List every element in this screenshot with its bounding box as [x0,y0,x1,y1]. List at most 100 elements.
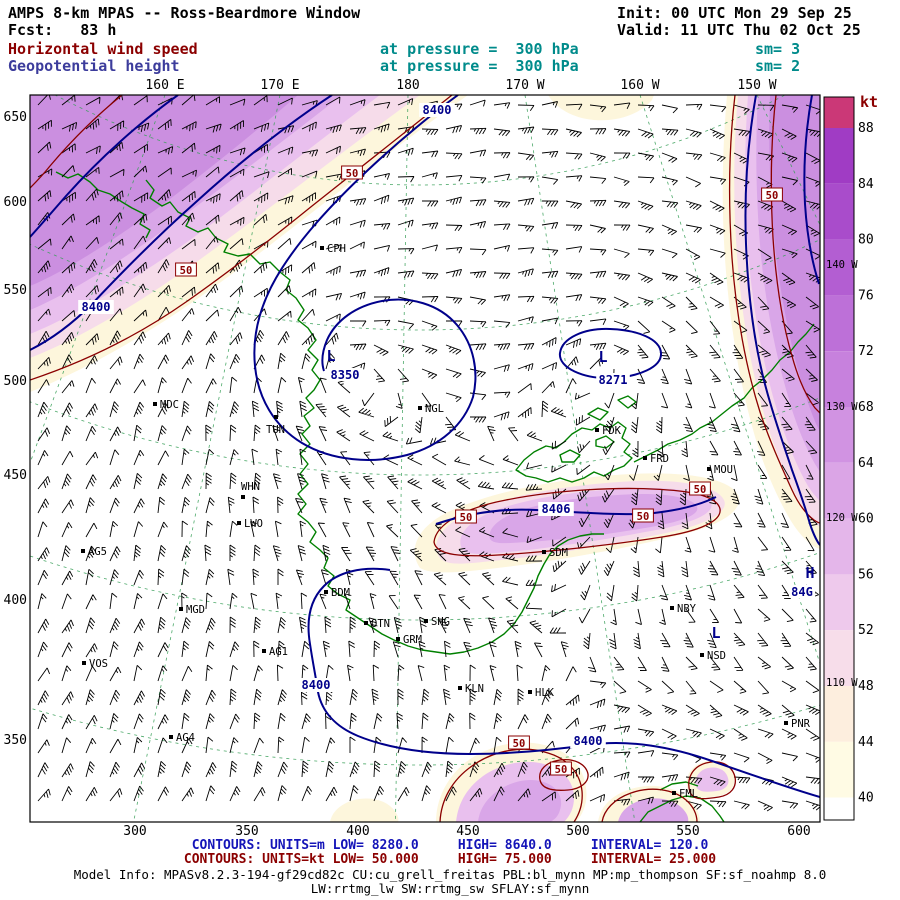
station-label: BDM [331,587,350,599]
colorbar-band [824,630,854,686]
axis-label-left: 400 [4,593,27,608]
station-marker [364,621,368,625]
station-marker [643,456,647,460]
station-marker [262,649,266,653]
height-contour [558,327,663,380]
field2-name: Geopotential height [8,57,180,75]
colorbar-tick-label: 44 [858,735,874,750]
coastline [55,171,151,239]
height-label-bg [298,678,334,692]
colorbar-tick-label: 52 [858,623,874,638]
field1-level: at pressure = 300 hPa [380,40,579,58]
station-marker [320,246,324,250]
height-contour [803,95,820,285]
station-marker [237,521,241,525]
wind-contour-label: 50 [555,764,568,776]
axis-label-left: 450 [4,468,27,483]
wind-label-bg [508,735,530,750]
axis-label-top: 180 [396,78,419,93]
colorbar-band [824,183,854,240]
colorbar-band [824,797,854,820]
station-marker [672,791,676,795]
axis-label-bottom: 450 [456,824,479,839]
colorbar-tick-label: 68 [858,400,874,415]
wind-label-bg [632,508,654,523]
axis-label-top: 150 W [737,78,776,93]
station-label: VOS [89,658,108,670]
colorbar-band [824,351,854,407]
pressure-center-value: 8271 [599,373,628,387]
height-contour [30,95,179,238]
wind-label-bg [689,481,711,496]
station-label: PNR [791,718,811,730]
station-marker [424,619,428,623]
pressure-center-value: 84G [791,585,813,599]
axis-label-bottom: 350 [235,824,258,839]
axis-label-right: 140 W [826,259,858,271]
graticule-meridian [756,95,820,226]
graticule-parallel [30,397,820,476]
colorbar-tick-label: 80 [858,233,874,248]
station-marker [324,590,328,594]
height-contour-label: 8400 [302,678,331,692]
colorbar-tick-label: 60 [858,512,874,527]
axis-label-left: 350 [4,733,27,748]
forecast-hour: Fcst: 83 h [8,21,117,39]
axis-label-top: 160 W [620,78,659,93]
colorbar-band [824,295,854,352]
height-contour-legend: CONTOURS: UNITS=m LOW= 8280.0 HIGH= 8640… [191,838,709,853]
height-contour [307,567,820,798]
height-label-bg [78,300,114,314]
station-marker [396,637,400,641]
station-label: FDK [602,425,622,437]
wind-contour-label: 50 [460,512,473,524]
station-marker [528,690,532,694]
wind-label-bg [761,187,783,202]
station-label: NBY [677,603,697,615]
station-label: MGD [186,604,205,616]
station-marker [179,607,183,611]
colorbar-band [824,239,854,296]
map-frame [29,94,821,823]
station-marker [707,467,711,471]
axis-label-left: 650 [4,110,27,125]
colorbar-tick-label: 64 [858,456,874,471]
coastline [639,795,725,822]
station-marker [595,428,599,432]
axis-label-bottom: 400 [346,824,369,839]
height-contour [253,95,477,461]
colorbar-band [824,574,854,631]
pressure-center-value: 8350 [331,368,360,382]
pressure-center-symbol: L [598,348,607,366]
colorbar-band [824,686,854,742]
axis-label-top: 170 E [260,78,299,93]
wind-speed-shading [330,798,399,822]
station-label: OTN [371,618,390,630]
colorbar-tick-label: 88 [858,121,874,136]
field1-smoothing: sm= 3 [755,40,801,58]
graticule-meridian [133,95,281,822]
field2-smoothing: sm= 2 [755,57,801,75]
station-label: SDM [549,547,568,559]
station-label: KLN [465,683,484,695]
axis-label-bottom: 600 [787,824,810,839]
axis-label-bottom: 500 [566,824,589,839]
colorbar-tick-label: 56 [858,567,874,582]
wind-speed-contour [30,95,453,381]
height-contour-label: 8400 [82,300,111,314]
wind-label-bg [550,761,572,776]
colorbar-band [824,741,854,798]
coastline [659,781,699,791]
station-label: TUN [266,424,285,436]
coastline [617,395,637,409]
model-info-line: Model Info: MPASv8.2.3-194-gf29cd82c CU:… [73,867,827,882]
field2-level: at pressure = 300 hPa [380,57,579,75]
pressure-center-symbol: L [711,624,720,642]
axis-label-right: 130 W [826,401,858,413]
center-value-bg [788,585,816,598]
wind-contour-label: 50 [346,168,359,180]
wind-speed-shading [769,95,820,432]
height-label-bg [419,103,455,117]
